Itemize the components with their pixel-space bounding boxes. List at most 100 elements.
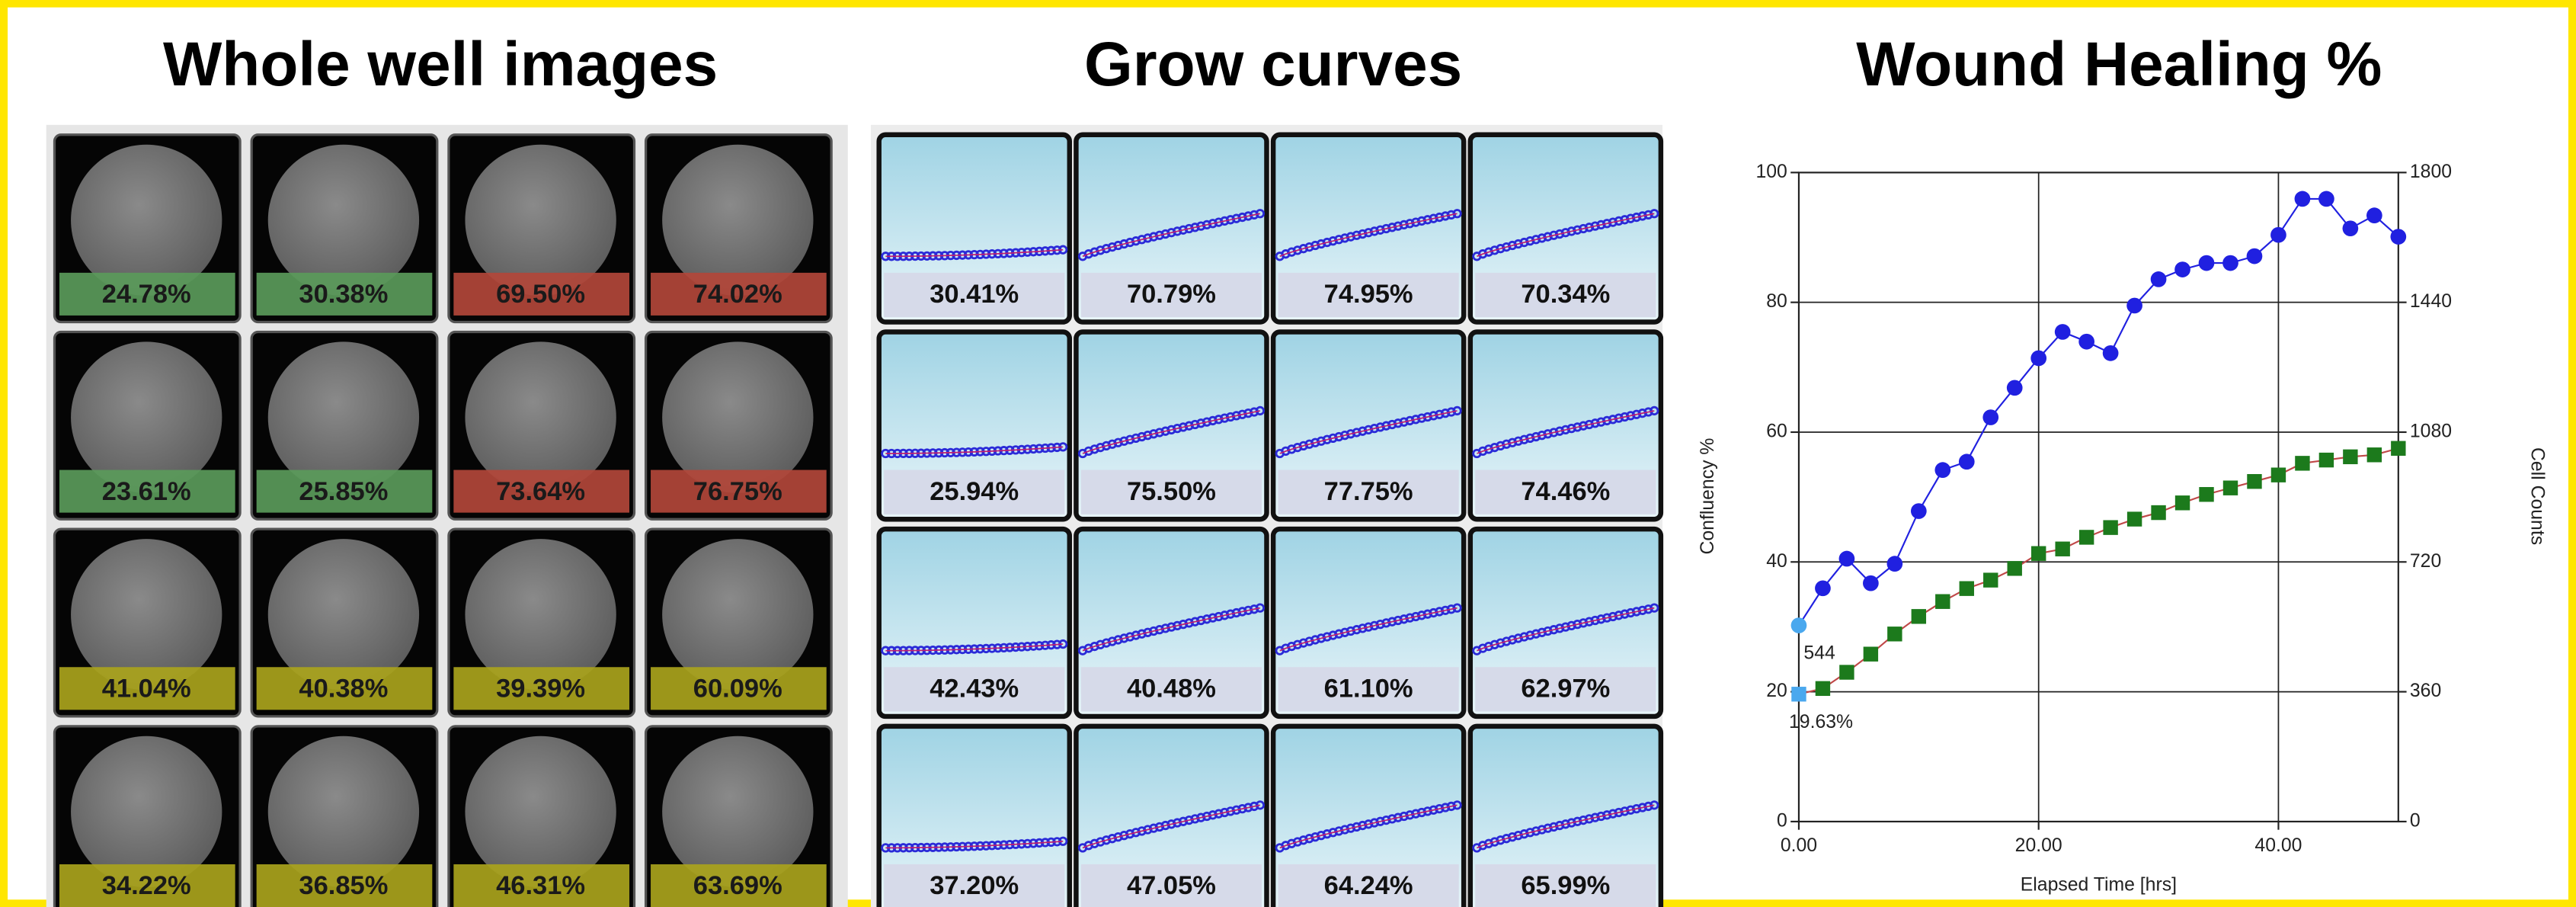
curve-label: 70.34%	[1521, 280, 1610, 309]
data-point	[1839, 551, 1855, 567]
data-point	[2151, 505, 2165, 520]
curve-tile: 77.75%	[1273, 332, 1464, 519]
y-tick-label: 0	[1777, 810, 1787, 831]
curve-label: 47.05%	[1127, 871, 1216, 900]
curve-label: 37.20%	[930, 871, 1019, 900]
data-point	[1816, 681, 1830, 696]
curve-tile: 70.79%	[1076, 135, 1266, 322]
data-point	[2078, 334, 2094, 350]
curve-label: 64.24%	[1324, 871, 1413, 900]
data-point	[2199, 487, 2213, 502]
data-point	[1960, 581, 1974, 595]
curve-label: 70.79%	[1127, 280, 1216, 309]
data-point	[1983, 572, 1998, 587]
data-point	[1791, 617, 1807, 633]
data-point	[1864, 647, 1878, 662]
y-tick-label: 40	[1766, 551, 1787, 572]
well-tile: 34.22%	[54, 726, 240, 907]
well-label: 41.04%	[102, 675, 191, 703]
data-point	[2366, 207, 2382, 223]
data-point	[1912, 609, 1926, 623]
well-label: 23.61%	[102, 477, 191, 506]
data-point	[2391, 441, 2405, 456]
data-point	[2008, 561, 2022, 575]
data-point	[2126, 298, 2142, 314]
well-tile: 25.85%	[251, 332, 437, 519]
data-point	[1815, 580, 1831, 596]
well-label: 40.38%	[299, 675, 388, 703]
y2-axis-label: Cell Counts	[2526, 447, 2547, 545]
section-title: Whole well images	[163, 30, 718, 99]
data-point	[1959, 454, 1975, 470]
well-label: 39.39%	[496, 675, 585, 703]
y-axis-label: Confluency %	[1698, 438, 1718, 555]
well-label: 30.38%	[299, 280, 388, 309]
curve-tile: 65.99%	[1470, 726, 1661, 907]
well-label: 60.09%	[693, 675, 782, 703]
curve-label: 74.46%	[1521, 477, 1610, 506]
data-point	[1791, 687, 1806, 701]
well-tile: 46.31%	[449, 726, 635, 907]
curve-label: 65.99%	[1521, 871, 1610, 900]
data-point	[1863, 575, 1879, 591]
x-tick-label: 40.00	[2254, 835, 2302, 856]
data-point	[2175, 495, 2190, 510]
curve-tile: 30.41%	[879, 135, 1070, 322]
y-tick-label: 60	[1766, 421, 1787, 442]
well-tile: 36.85%	[251, 726, 437, 907]
data-point	[2390, 229, 2406, 245]
data-point	[1887, 556, 1903, 572]
curve-tile: 40.48%	[1076, 529, 1266, 716]
data-point	[2247, 474, 2261, 489]
data-point	[2174, 261, 2190, 277]
curve-tile: 64.24%	[1273, 726, 1464, 907]
well-tile: 41.04%	[54, 529, 240, 716]
data-point	[1982, 409, 1998, 425]
data-point	[1839, 665, 1854, 679]
well-tile: 24.78%	[54, 135, 240, 322]
data-point	[2270, 227, 2286, 243]
data-point	[1887, 627, 1902, 641]
y-tick-label: 20	[1766, 681, 1787, 701]
curve-tile: 62.97%	[1470, 529, 1661, 716]
data-point	[2295, 191, 2311, 207]
well-label: 73.64%	[496, 477, 585, 506]
curve-label: 30.41%	[930, 280, 1019, 309]
data-point	[2055, 542, 2069, 556]
curve-label: 62.97%	[1521, 675, 1610, 703]
data-point	[1934, 462, 1950, 478]
data-point	[2199, 255, 2215, 271]
data-point	[2055, 324, 2071, 340]
well-tile: 60.09%	[646, 529, 832, 716]
data-point	[2247, 248, 2263, 264]
data-point	[2222, 255, 2238, 271]
curve-label: 25.94%	[930, 477, 1019, 506]
well-label: 24.78%	[102, 280, 191, 309]
section-title: Grow curves	[1084, 30, 1462, 99]
y2-tick-label: 360	[2410, 681, 2441, 701]
well-label: 69.50%	[496, 280, 585, 309]
well-tile: 76.75%	[646, 332, 832, 519]
curve-tile: 47.05%	[1076, 726, 1266, 907]
annotation: 544	[1803, 643, 1835, 664]
well-tile: 74.02%	[646, 135, 832, 322]
data-point	[2343, 220, 2359, 236]
y2-tick-label: 1080	[2410, 421, 2452, 442]
well-label: 63.69%	[693, 871, 782, 900]
y-tick-label: 100	[1756, 162, 1787, 182]
curve-tile: 75.50%	[1076, 332, 1266, 519]
well-label: 46.31%	[496, 871, 585, 900]
page: {"whole_well": {"title": "Whole well ima…	[0, 0, 2576, 907]
curve-label: 74.95%	[1324, 280, 1413, 309]
data-point	[2223, 481, 2238, 495]
data-point	[2079, 530, 2094, 544]
curve-tile: 42.43%	[879, 529, 1070, 716]
plot-area	[1799, 172, 2398, 822]
data-point	[2319, 453, 2334, 467]
data-point	[2127, 511, 2142, 526]
curve-tile: 70.34%	[1470, 135, 1661, 322]
well-tile: 69.50%	[449, 135, 635, 322]
data-point	[2343, 450, 2357, 464]
curve-tile: 74.46%	[1470, 332, 1661, 519]
curve-tile: 61.10%	[1273, 529, 1464, 716]
